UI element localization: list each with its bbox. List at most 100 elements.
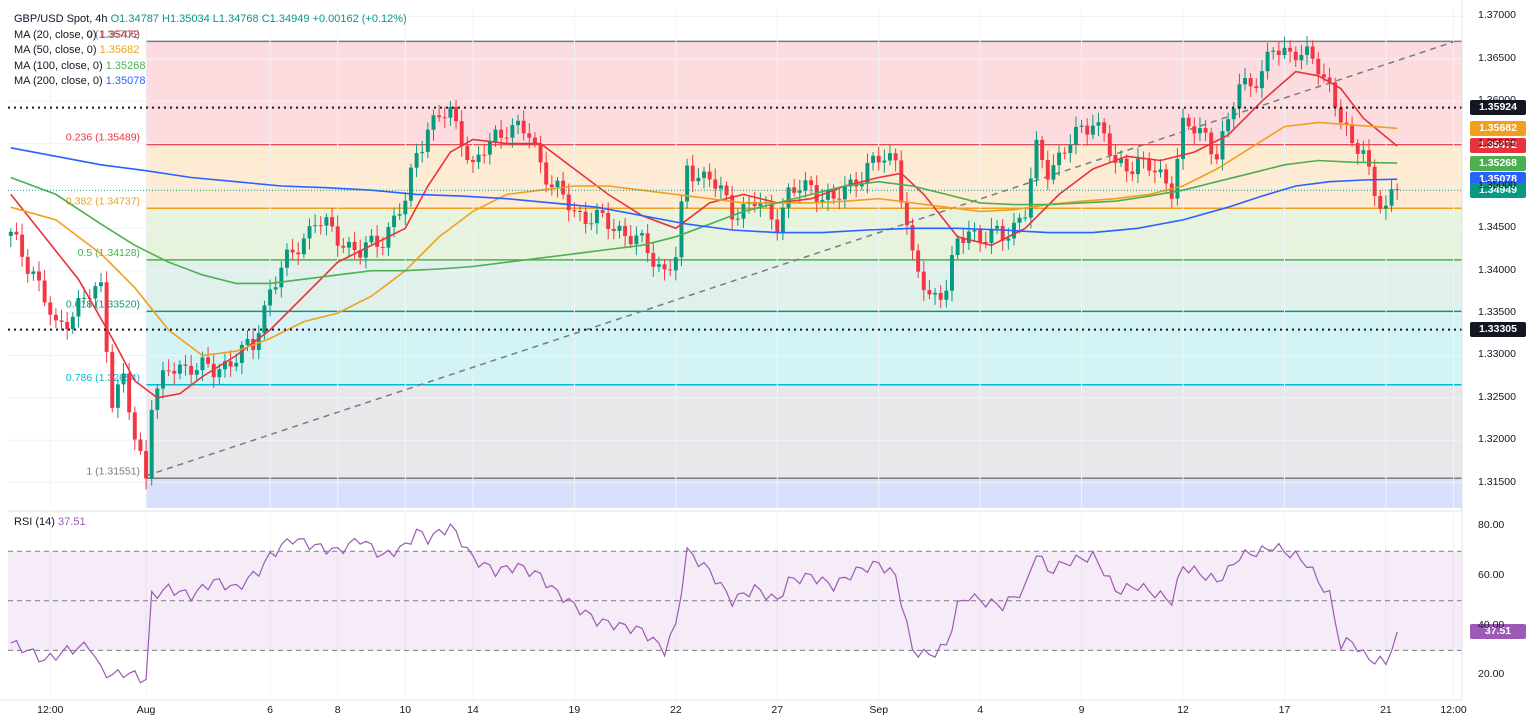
- candle: [307, 218, 312, 250]
- candle-body: [1135, 158, 1140, 175]
- ma100-legend[interactable]: MA (100, close, 0) 1.35268: [14, 59, 146, 72]
- candle-body: [871, 155, 876, 163]
- candle-body: [177, 364, 182, 374]
- price-tag-1.35682: 1.35682: [1470, 120, 1526, 136]
- candle: [358, 239, 363, 265]
- candle-body: [341, 245, 346, 248]
- ma200-legend[interactable]: MA (200, close, 0) 1.35078: [14, 75, 146, 87]
- candle: [589, 212, 594, 231]
- candle-body: [48, 302, 53, 315]
- candle-body: [707, 171, 712, 180]
- rsi-tick-label: 20.00: [1478, 668, 1505, 681]
- candle: [803, 171, 808, 198]
- candle-body: [104, 282, 109, 352]
- time-tick-label: 14: [467, 704, 479, 716]
- candle-body: [132, 412, 137, 440]
- candle-body: [14, 231, 19, 235]
- ohlc-high: H1.35034: [162, 13, 210, 25]
- candle-body: [1073, 126, 1078, 145]
- candle-body: [527, 133, 532, 138]
- candle-body: [262, 305, 267, 334]
- candle-body: [1158, 169, 1163, 173]
- candle-body: [544, 162, 549, 185]
- candle-body: [318, 225, 323, 227]
- candle-body: [307, 226, 312, 239]
- candle: [532, 132, 537, 148]
- ma50-legend[interactable]: MA (50, close, 0) 1.35682: [14, 44, 140, 56]
- rsi-legend[interactable]: RSI (14) 37.51: [14, 516, 86, 528]
- candle: [995, 219, 1000, 235]
- candle: [206, 346, 211, 368]
- candle: [1378, 190, 1383, 214]
- candle: [578, 206, 582, 222]
- candle-body: [634, 235, 639, 245]
- candle-body: [1062, 152, 1067, 154]
- time-tick-label: 12: [1177, 704, 1189, 716]
- candle-body: [1395, 189, 1400, 191]
- candle: [1023, 209, 1028, 222]
- candle: [944, 279, 949, 308]
- candle-body: [1327, 77, 1332, 83]
- candle: [1057, 145, 1062, 177]
- candle: [1034, 131, 1039, 187]
- candle-body: [408, 167, 413, 201]
- candle-body: [397, 214, 402, 216]
- candle: [893, 148, 898, 172]
- price-tick-label: 1.33500: [1478, 306, 1516, 319]
- candle-body: [690, 165, 695, 182]
- time-tick-label: Aug: [136, 704, 156, 716]
- fibonacci-retracement[interactable]: 0 (1.36706) 0.236 (1.35489) 0.382 (1.34737…: [66, 28, 1463, 508]
- candle-body: [459, 121, 464, 147]
- candle-body: [25, 256, 30, 274]
- candle-body: [769, 202, 774, 220]
- candle-body: [510, 125, 515, 138]
- candle-body: [487, 141, 492, 155]
- candle-body: [668, 269, 673, 271]
- candle: [442, 106, 447, 128]
- candle-body: [572, 210, 577, 212]
- candle: [904, 191, 909, 235]
- candle-body: [735, 218, 740, 220]
- candle-body: [1265, 51, 1270, 72]
- candle-body: [1237, 84, 1242, 109]
- candle-body: [1333, 82, 1338, 108]
- candle: [1361, 140, 1366, 162]
- candle: [724, 181, 729, 200]
- candle: [425, 122, 430, 159]
- candle: [950, 246, 954, 302]
- fib-zone-1: [146, 478, 1463, 508]
- candle-body: [256, 333, 261, 350]
- candle: [927, 280, 932, 300]
- candle-body: [938, 292, 943, 300]
- candle: [983, 231, 988, 249]
- candle: [194, 363, 199, 382]
- candle: [673, 246, 678, 281]
- fib-label-0.236: 0.236 (1.35489): [66, 132, 140, 144]
- candle-body: [786, 187, 791, 208]
- price-tick-label: 1.32000: [1478, 433, 1516, 446]
- candle-body: [1321, 74, 1326, 78]
- candle: [1028, 167, 1033, 229]
- candle-body: [330, 217, 335, 227]
- candle-body: [239, 344, 244, 363]
- candle: [234, 353, 239, 372]
- candle-body: [194, 370, 199, 375]
- candle-body: [1090, 125, 1095, 135]
- candle: [346, 236, 351, 258]
- candle-body: [279, 267, 284, 288]
- candle: [809, 175, 814, 194]
- symbol-title[interactable]: GBP/USD Spot, 4h: [14, 13, 108, 25]
- candle: [397, 203, 402, 221]
- candle: [1000, 219, 1005, 251]
- ma20-legend[interactable]: MA (20, close, 0) 1.35472: [14, 28, 140, 41]
- fib-label-1: 1 (1.31551): [86, 465, 140, 477]
- candle: [1085, 118, 1090, 146]
- horizontal-lines[interactable]: [8, 106, 1462, 331]
- candle-body: [228, 361, 233, 367]
- candle-body: [392, 215, 397, 228]
- candle-body: [606, 212, 611, 229]
- candle-body: [1164, 169, 1169, 184]
- candle-body: [724, 185, 729, 196]
- candle-body: [420, 151, 425, 154]
